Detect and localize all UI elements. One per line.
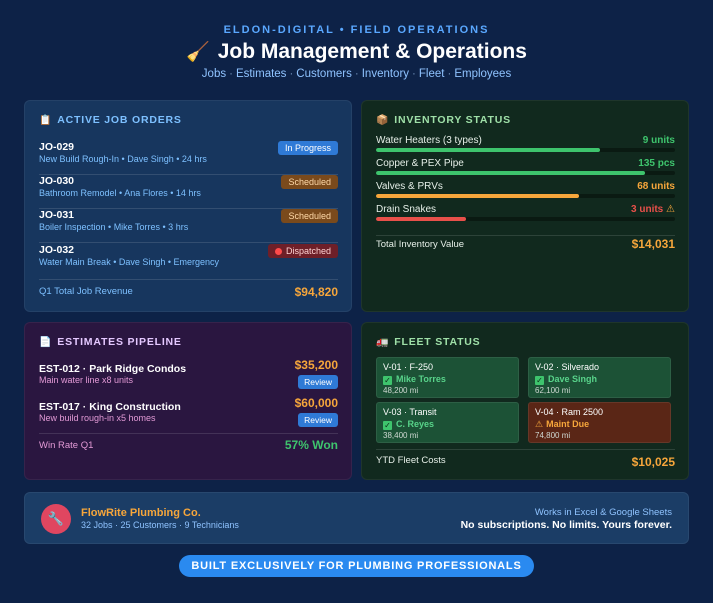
- active-jobs-panel: 📋 ACTIVE JOB ORDERS JO-029 New Build Roug…: [24, 100, 352, 312]
- job-id: JO-030: [39, 175, 75, 187]
- job-desc: New Build Rough-In • Dave Singh • 24 hrs: [39, 154, 207, 164]
- job-revenue-value: $94,820: [294, 285, 338, 299]
- package-icon: 📦: [376, 115, 390, 126]
- truck-icon: 🚛: [376, 337, 390, 348]
- company-footer: 🔧 FlowRite Plumbing Co. 32 Jobs · 25 Cus…: [24, 492, 689, 544]
- company-name: FlowRite Plumbing Co.: [81, 507, 201, 519]
- job-id: JO-032: [39, 244, 75, 256]
- status-badge: Review: [298, 413, 338, 427]
- win-rate-row: Win Rate Q1 57% Won: [39, 433, 338, 452]
- fleet-total-value: $10,025: [631, 455, 675, 469]
- active-jobs-title: 📋 ACTIVE JOB ORDERS: [39, 114, 182, 126]
- job-id: JO-031: [39, 209, 75, 221]
- vehicle-name: V-03 · Transit: [383, 407, 437, 417]
- estimate-amount: $35,200: [294, 358, 338, 372]
- estimate-name: EST-012 · Park Ridge Condos: [39, 363, 187, 375]
- vehicle-card[interactable]: V-03 · Transit ✓ C. Reyes 38,400 mi: [376, 402, 519, 443]
- compat-text: Works in Excel & Google Sheets: [534, 507, 672, 518]
- job-row[interactable]: JO-029 New Build Rough-In • Dave Singh •…: [39, 141, 338, 175]
- nav-jobs[interactable]: Jobs: [201, 68, 227, 80]
- fleet-total-row: YTD Fleet Costs $10,025: [376, 449, 675, 469]
- tagline-text: No subscriptions. No limits. Yours forev…: [460, 519, 672, 531]
- check-icon: ✓: [383, 421, 392, 430]
- top-nav: Jobs · Estimates · Customers · Inventory · Fleet…: [201, 68, 512, 80]
- nav-inventory[interactable]: Inventory: [361, 68, 410, 80]
- nav-customers[interactable]: Customers: [296, 68, 352, 80]
- stock-bar: [376, 217, 675, 221]
- wrench-icon: 🔧: [41, 504, 71, 534]
- job-desc: Water Main Break • Dave Singh • Emergenc…: [39, 257, 220, 267]
- estimate-desc: Main water line x8 units: [39, 375, 134, 385]
- estimates-panel: 📄 ESTIMATES PIPELINE EST-012 · Park Ridge…: [24, 322, 352, 480]
- vehicle-miles: 62,100 mi: [535, 386, 571, 395]
- job-row[interactable]: JO-031 Boiler Inspection • Mike Torres •…: [39, 209, 338, 243]
- inventory-title: 📦 INVENTORY STATUS: [376, 114, 511, 126]
- cta-button[interactable]: BUILT EXCLUSIVELY FOR PLUMBING PROFESSIO…: [179, 555, 534, 577]
- fleet-total-label: YTD Fleet Costs: [376, 455, 446, 466]
- page-title-text: Job Management & Operations: [217, 40, 527, 63]
- page-title: 🧹 Job Management & Operations: [0, 40, 713, 64]
- vehicle-name: V-01 · F-250: [383, 362, 434, 372]
- fleet-title: 🚛 FLEET STATUS: [376, 336, 481, 348]
- alert-dot-icon: [274, 248, 282, 255]
- estimate-name: EST-017 · King Construction: [39, 401, 181, 413]
- vehicle-name: V-02 · Silverado: [535, 362, 600, 372]
- stock-fill: [376, 148, 601, 152]
- nav-fleet[interactable]: Fleet: [418, 68, 445, 80]
- document-icon: 📄: [39, 337, 53, 348]
- job-row[interactable]: JO-030 Bathroom Remodel • Ana Flores • 1…: [39, 175, 338, 209]
- nav-employees[interactable]: Employees: [454, 68, 512, 80]
- inventory-total-row: Total Inventory Value $14,031: [376, 235, 675, 251]
- inventory-item: Valves & PRVs 68 units: [376, 181, 675, 203]
- stock-bar: [376, 171, 675, 175]
- stock-fill: [376, 194, 580, 198]
- warning-icon: ⚠: [535, 419, 544, 429]
- vehicle-driver: C. Reyes: [396, 419, 435, 429]
- inventory-panel: 📦 INVENTORY STATUS Water Heaters (3 types…: [361, 100, 689, 312]
- status-badge: Review: [298, 375, 338, 389]
- job-id: JO-029: [39, 141, 75, 153]
- status-badge: In Progress: [277, 141, 338, 155]
- fleet-panel: 🚛 FLEET STATUS V-01 · F-250 ✓ Mike Torres …: [361, 322, 689, 480]
- estimates-title: 📄 ESTIMATES PIPELINE: [39, 336, 182, 348]
- inventory-total-label: Total Inventory Value: [376, 239, 465, 250]
- stock-bar: [376, 148, 675, 152]
- stock-fill: [376, 217, 466, 221]
- status-badge: Dispatched: [267, 244, 338, 258]
- brand-line: ELDON-DIGITAL • FIELD OPERATIONS: [223, 24, 490, 36]
- status-badge: Scheduled: [281, 209, 338, 223]
- broom-icon: 🧹: [186, 42, 210, 63]
- vehicle-card[interactable]: V-01 · F-250 ✓ Mike Torres 48,200 mi: [376, 357, 519, 398]
- vehicle-card[interactable]: V-04 · Ram 2500 ⚠ Maint Due 74,800 mi: [528, 402, 671, 443]
- vehicle-miles: 48,200 mi: [383, 386, 419, 395]
- vehicle-driver: Maint Due: [546, 419, 590, 429]
- win-rate-value: 57% Won: [284, 438, 338, 452]
- vehicle-name: V-04 · Ram 2500: [535, 407, 604, 417]
- inventory-item: Copper & PEX Pipe 135 pcs: [376, 158, 675, 180]
- company-meta: 32 Jobs · 25 Customers · 9 Technicians: [81, 520, 239, 530]
- estimate-amount: $60,000: [294, 396, 338, 410]
- vehicle-driver: Dave Singh: [548, 374, 598, 384]
- warning-icon: ⚠: [666, 204, 675, 215]
- vehicle-card[interactable]: V-02 · Silverado ✓ Dave Singh 62,100 mi: [528, 357, 671, 398]
- estimate-desc: New build rough-in x5 homes: [39, 413, 156, 423]
- check-icon: ✓: [535, 376, 544, 385]
- job-desc: Boiler Inspection • Mike Torres • 3 hrs: [39, 222, 189, 232]
- vehicle-miles: 74,800 mi: [535, 431, 571, 440]
- clipboard-icon: 📋: [39, 115, 53, 126]
- vehicle-driver: Mike Torres: [396, 374, 446, 384]
- check-icon: ✓: [383, 376, 392, 385]
- stock-fill: [376, 171, 646, 175]
- job-desc: Bathroom Remodel • Ana Flores • 14 hrs: [39, 188, 201, 198]
- inventory-total-value: $14,031: [631, 237, 675, 251]
- stock-bar: [376, 194, 675, 198]
- vehicle-miles: 38,400 mi: [383, 431, 419, 440]
- win-rate-label: Win Rate Q1: [39, 440, 94, 451]
- job-revenue-label: Q1 Total Job Revenue: [39, 286, 133, 297]
- nav-estimates[interactable]: Estimates: [235, 68, 287, 80]
- inventory-item: Water Heaters (3 types) 9 units: [376, 135, 675, 157]
- inventory-item: Drain Snakes 3 units ⚠: [376, 204, 675, 226]
- status-badge: Scheduled: [281, 175, 338, 189]
- job-row[interactable]: JO-032 Water Main Break • Dave Singh • E…: [39, 244, 338, 278]
